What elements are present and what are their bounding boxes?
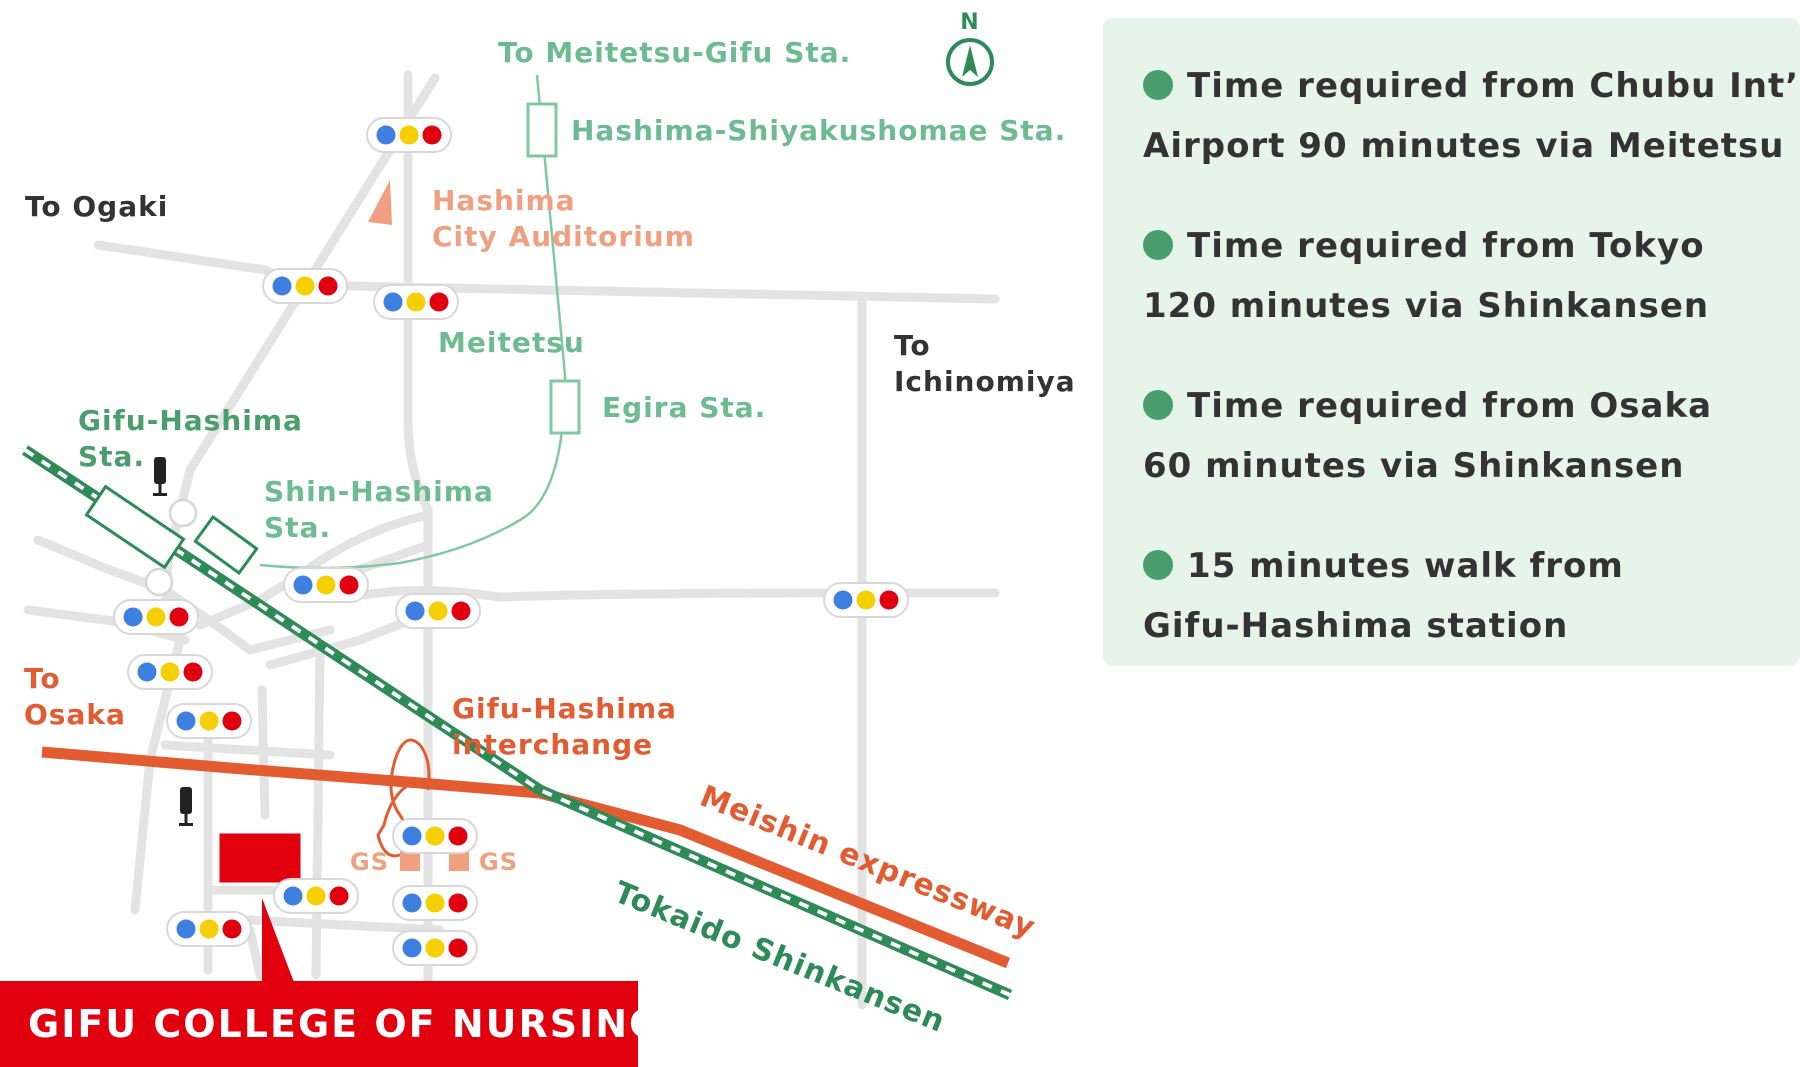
access-info-panel: Time required from Chubu Int’l Airport 9… xyxy=(1103,18,1800,666)
traffic-signal-icon xyxy=(392,885,478,921)
auditorium-label: Hashima City Auditorium xyxy=(432,184,695,253)
info-line: Gifu-Hashima station xyxy=(1143,606,1569,646)
north-compass-icon xyxy=(946,38,994,86)
egira-station-marker[interactable] xyxy=(549,379,581,435)
gas-station-icon xyxy=(400,851,420,871)
traffic-signal-icon xyxy=(366,117,452,153)
bus-stop-icon xyxy=(179,787,193,826)
hashima-shiyakushomae-station-marker[interactable] xyxy=(526,102,558,158)
info-line: Time required from Osaka xyxy=(1187,386,1713,426)
traffic-signal-icon xyxy=(373,284,459,320)
bus-stop-icon xyxy=(153,457,167,496)
info-item-osaka: Time required from Osaka 60 minutes via … xyxy=(1143,376,1776,496)
traffic-signal-icon xyxy=(166,703,252,739)
info-line: Time required from Tokyo xyxy=(1187,226,1705,266)
traffic-signal-icon xyxy=(166,911,252,947)
traffic-signal-icon xyxy=(127,654,213,690)
to-osaka-label: To Osaka xyxy=(24,662,126,731)
info-line: 60 minutes via Shinkansen xyxy=(1143,446,1685,486)
to-ogaki-label: To Ogaki xyxy=(25,190,168,223)
crossing-circle xyxy=(144,567,174,597)
bullet-dot-icon xyxy=(1143,70,1173,100)
college-callout-pointer xyxy=(262,898,295,985)
gas-station-label: GS xyxy=(479,848,518,876)
bullet-dot-icon xyxy=(1143,390,1173,420)
bullet-dot-icon xyxy=(1143,230,1173,260)
traffic-signal-icon xyxy=(395,593,481,629)
gifu-hashima-station-label: Gifu-Hashima Sta. xyxy=(78,404,314,473)
gas-station-label: GS xyxy=(350,848,389,876)
hashima-shiyakushomae-label: Hashima-Shiyakushomae Sta. xyxy=(571,114,1066,147)
shin-hashima-station-marker[interactable] xyxy=(193,514,259,576)
info-line: 15 minutes walk from xyxy=(1187,546,1624,586)
info-item-walk: 15 minutes walk from Gifu-Hashima statio… xyxy=(1143,536,1776,656)
interchange-loop xyxy=(376,738,431,858)
college-name-banner: GIFU COLLEGE OF NURSING xyxy=(0,981,660,1067)
tokaido-shinkansen-line xyxy=(21,445,1013,1001)
shin-hashima-station-label: Shin-Hashima Sta. xyxy=(264,475,505,544)
info-item-tokyo: Time required from Tokyo 120 minutes via… xyxy=(1143,216,1776,336)
info-line: Time required from Chubu Int’l xyxy=(1187,66,1800,106)
to-ichinomiya-label: To Ichinomiya xyxy=(894,329,1076,398)
college-building[interactable] xyxy=(216,830,304,886)
traffic-signal-icon xyxy=(273,878,359,914)
meitetsu-line-label: Meitetsu xyxy=(438,326,585,359)
traffic-signal-icon xyxy=(823,582,909,618)
info-item-chubu: Time required from Chubu Int’l Airport 9… xyxy=(1143,56,1800,176)
meishin-expressway xyxy=(41,746,1011,969)
egira-label: Egira Sta. xyxy=(602,391,766,424)
traffic-signal-icon xyxy=(392,930,478,966)
traffic-signal-icon xyxy=(283,567,369,603)
meitetsu-gifu-label: To Meitetsu-Gifu Sta. xyxy=(498,36,851,69)
traffic-signal-icon xyxy=(392,818,478,854)
info-line: 120 minutes via Shinkansen xyxy=(1143,286,1710,326)
interchange-label: Gifu-Hashima interchange xyxy=(452,692,688,761)
gifu-hashima-station-marker[interactable] xyxy=(84,484,186,570)
traffic-signal-icon xyxy=(113,599,199,635)
info-line: Airport 90 minutes via Meitetsu xyxy=(1143,126,1785,166)
bullet-dot-icon xyxy=(1143,550,1173,580)
traffic-signal-icon xyxy=(262,268,348,304)
north-label: N xyxy=(960,10,979,35)
auditorium-triangle-icon xyxy=(368,180,392,225)
gas-station-icon xyxy=(449,851,469,871)
crossing-circle xyxy=(168,498,198,528)
